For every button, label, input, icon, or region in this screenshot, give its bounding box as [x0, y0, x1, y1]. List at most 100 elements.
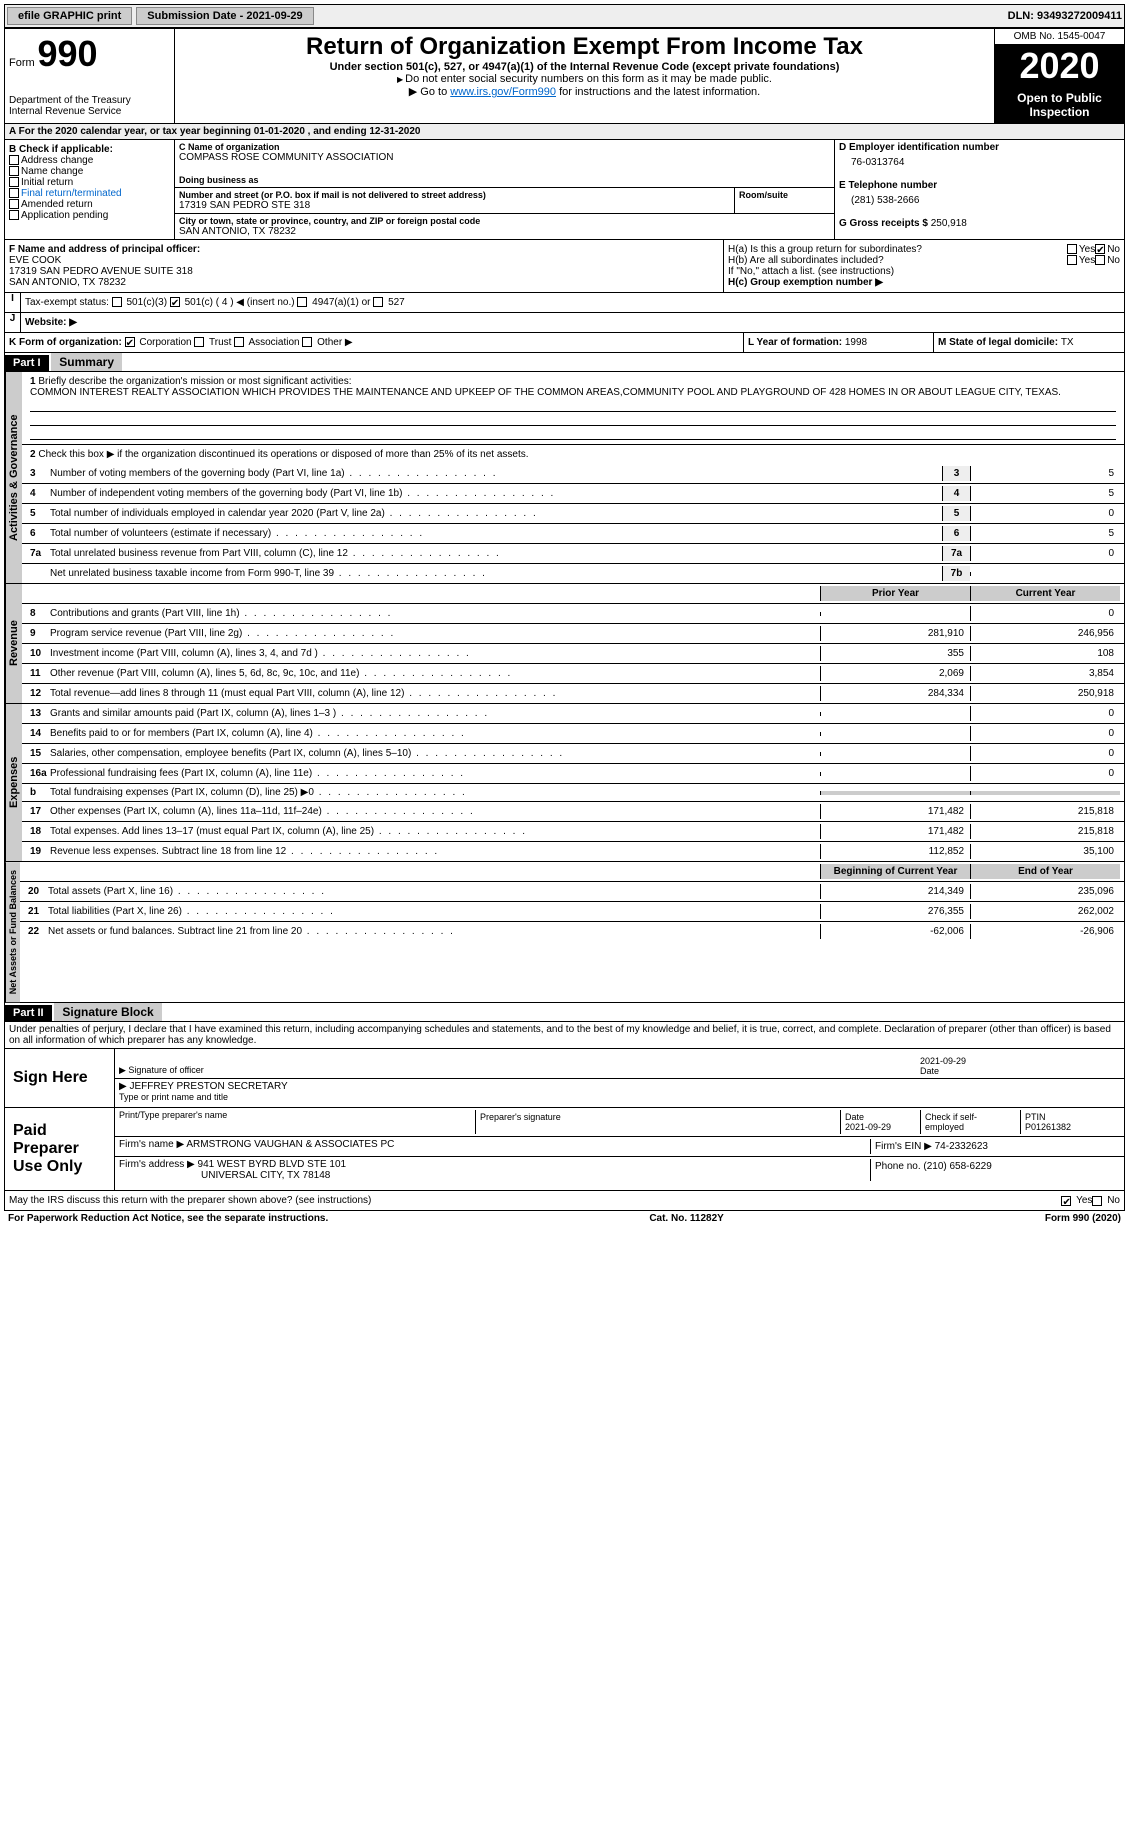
open-public-badge: Open to Public Inspection [995, 87, 1124, 123]
form-container: efile GRAPHIC print Submission Date - 20… [0, 0, 1129, 1230]
k-trust[interactable]: Trust [194, 337, 231, 348]
revenue-section: Revenue Prior Year Current Year 8 Contri… [4, 584, 1125, 704]
current-val: 262,002 [970, 904, 1120, 919]
check-amended[interactable]: Amended return [9, 199, 170, 210]
data-line: 17 Other expenses (Part IX, column (A), … [22, 802, 1124, 822]
ein-label: D Employer identification number [839, 142, 1120, 153]
opt-4947[interactable]: 4947(a)(1) or [297, 297, 370, 308]
prior-val [820, 791, 970, 795]
opt-527[interactable]: 527 [373, 297, 404, 308]
declaration-text: Under penalties of perjury, I declare th… [4, 1022, 1125, 1049]
blank-line-3 [30, 426, 1116, 440]
data-line: 9 Program service revenue (Part VIII, li… [22, 624, 1124, 644]
line-num: 19 [26, 846, 50, 857]
current-val: 35,100 [970, 844, 1120, 859]
h-a-no[interactable]: No [1095, 244, 1120, 255]
part2-badge: Part II [5, 1005, 52, 1021]
data-line: 18 Total expenses. Add lines 13–17 (must… [22, 822, 1124, 842]
section-m: M State of legal domicile: TX [934, 333, 1124, 352]
prep-row-3: Firm's address ▶ 941 WEST BYRD BLVD STE … [115, 1157, 1124, 1183]
prior-val: 171,482 [820, 804, 970, 819]
line-text: Benefits paid to or for members (Part IX… [50, 728, 820, 739]
city-box: City or town, state or province, country… [175, 214, 834, 239]
k-corp[interactable]: Corporation [125, 337, 192, 348]
h-b-no[interactable]: No [1095, 255, 1120, 266]
exp-lines: 13 Grants and similar amounts paid (Part… [22, 704, 1124, 861]
net-lines: 20 Total assets (Part X, line 16) 214,34… [20, 882, 1124, 941]
org-name-box: C Name of organization COMPASS ROSE COMM… [175, 140, 834, 188]
line-num: 14 [26, 728, 50, 739]
opt-501c[interactable]: 501(c) ( 4 ) ◀ (insert no.) [170, 297, 295, 308]
current-val: 0 [970, 746, 1120, 761]
header-left: Form 990 Department of the Treasury Inte… [5, 29, 175, 123]
tax-year: 2020 [995, 45, 1124, 87]
current-val: 0 [970, 766, 1120, 781]
discuss-no[interactable]: No [1092, 1195, 1120, 1206]
h-c-label: H(c) Group exemption number ▶ [728, 277, 1120, 288]
prior-val [820, 732, 970, 736]
officer-addr1: 17319 SAN PEDRO AVENUE SUITE 318 [9, 266, 719, 277]
mission-text: COMMON INTEREST REALTY ASSOCIATION WHICH… [30, 387, 1116, 398]
irs-link[interactable]: www.irs.gov/Form990 [450, 86, 556, 98]
current-val: 235,096 [970, 884, 1120, 899]
net-header-row: Beginning of Current Year End of Year [20, 862, 1124, 882]
h-a-row: H(a) Is this a group return for subordin… [728, 244, 1120, 255]
h-a-yes[interactable]: Yes [1067, 244, 1095, 255]
discuss-row: May the IRS discuss this return with the… [4, 1191, 1125, 1211]
line-val [970, 572, 1120, 576]
current-val: 3,854 [970, 666, 1120, 681]
line-text: Grants and similar amounts paid (Part IX… [50, 708, 820, 719]
header-center: Return of Organization Exempt From Incom… [175, 29, 994, 123]
line-num: 5 [26, 508, 50, 519]
line-text: Investment income (Part VIII, column (A)… [50, 648, 820, 659]
end-year-header: End of Year [970, 864, 1120, 879]
line-text: Number of independent voting members of … [50, 488, 942, 499]
line-text: Total number of individuals employed in … [50, 508, 942, 519]
efile-button[interactable]: efile GRAPHIC print [7, 7, 132, 25]
firm-phone: Phone no. (210) 658-6229 [870, 1159, 1120, 1181]
prior-val: 355 [820, 646, 970, 661]
omb-number: OMB No. 1545-0047 [995, 29, 1124, 45]
governance-vlabel: Activities & Governance [5, 372, 22, 583]
prep-row-2: Firm's name ▶ ARMSTRONG VAUGHAN & ASSOCI… [115, 1137, 1124, 1157]
check-final[interactable]: Final return/terminated [9, 188, 170, 199]
line-num: 12 [26, 688, 50, 699]
prep-row-1: Print/Type preparer's name Preparer's si… [115, 1108, 1124, 1137]
blank-line-2 [30, 412, 1116, 426]
check-address[interactable]: Address change [9, 155, 170, 166]
k-assoc[interactable]: Association [234, 337, 299, 348]
phone-label: E Telephone number [839, 180, 1120, 191]
h-b-yes[interactable]: Yes [1067, 255, 1095, 266]
line-text: Salaries, other compensation, employee b… [50, 748, 820, 759]
line-num: 10 [26, 648, 50, 659]
gov-line: 3 Number of voting members of the govern… [22, 464, 1124, 484]
k-other[interactable]: Other ▶ [302, 337, 352, 348]
section-d-e-g: D Employer identification number 76-0313… [834, 140, 1124, 239]
check-initial[interactable]: Initial return [9, 177, 170, 188]
tax-exempt-body: Tax-exempt status: 501(c)(3) 501(c) ( 4 … [21, 293, 1124, 312]
discuss-yes[interactable]: Yes [1061, 1195, 1092, 1206]
opt-501c3[interactable]: 501(c)(3) [112, 297, 167, 308]
current-val: 108 [970, 646, 1120, 661]
department-label: Department of the Treasury Internal Reve… [9, 95, 170, 117]
section-b-label: B Check if applicable: [9, 144, 170, 155]
line-num: 20 [24, 886, 48, 897]
officer-name-printed: ▶ JEFFREY PRESTON SECRETARYType or print… [119, 1081, 288, 1103]
ein-value: 76-0313764 [839, 153, 1120, 180]
current-val [970, 791, 1120, 795]
gov-line: 5 Total number of individuals employed i… [22, 504, 1124, 524]
officer-name: EVE COOK [9, 255, 719, 266]
submission-date-button[interactable]: Submission Date - 2021-09-29 [136, 7, 313, 25]
sign-here-label: Sign Here [5, 1049, 115, 1107]
gov-line: 4 Number of independent voting members o… [22, 484, 1124, 504]
prior-val: -62,006 [820, 924, 970, 939]
footer-left: For Paperwork Reduction Act Notice, see … [8, 1213, 328, 1224]
check-pending[interactable]: Application pending [9, 210, 170, 221]
prep-self-emp[interactable]: Check if self-employed [920, 1110, 1020, 1134]
prep-ptin-box: PTINP01261382 [1020, 1110, 1120, 1134]
line-num: 21 [24, 906, 48, 917]
line-val: 0 [970, 546, 1120, 561]
current-val: 215,818 [970, 824, 1120, 839]
check-name[interactable]: Name change [9, 166, 170, 177]
form-word: Form [9, 57, 35, 69]
